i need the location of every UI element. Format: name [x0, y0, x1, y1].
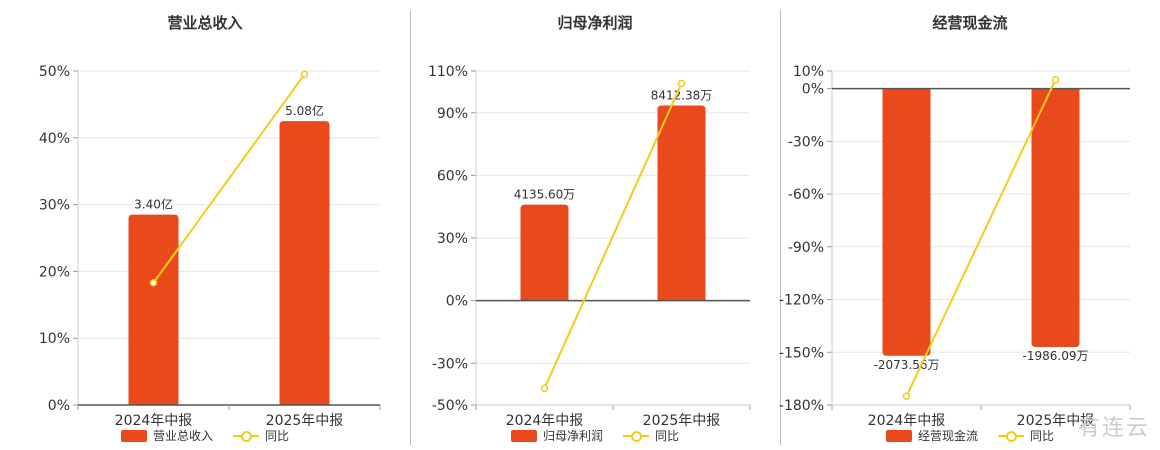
bar [882, 88, 931, 356]
yoy-line [152, 73, 306, 284]
bar-value-label: -2073.56万 [874, 358, 940, 372]
y-tick-label: 60% [437, 168, 468, 184]
legend-bar-label: 营业总收入 [152, 429, 213, 443]
yoy-point [540, 384, 549, 393]
yoy-point [300, 70, 309, 79]
panel-cashflow: 经营现金流 10% 0% -30% -60% -90% -120% -150% -180% -2… [779, 0, 1160, 450]
y-tick-label: 10% [793, 64, 824, 80]
legend-bar-label: 归母净利润 [542, 429, 603, 443]
y-tick-label: 10% [39, 331, 70, 347]
x-tick-label: 2025年中报 [266, 413, 344, 429]
x-tick-label: 2024年中报 [868, 413, 946, 429]
panel-divider [780, 10, 781, 445]
chart-title: 经营现金流 [932, 14, 1008, 32]
legend-line-swatch [998, 430, 1024, 442]
legend: 归母净利润 同比 [410, 427, 780, 444]
bar [520, 204, 569, 301]
y-tick-label: 40% [39, 131, 70, 147]
y-tick-label: -50% [432, 398, 468, 414]
y-tick-label: 90% [437, 106, 468, 122]
chart-title: 归母净利润 [557, 14, 633, 32]
bar-value-label: 8412.38万 [651, 88, 713, 102]
chart-title: 营业总收入 [167, 14, 243, 32]
x-tick-label: 2025年中报 [643, 413, 721, 429]
bar-value-label: 5.08亿 [285, 103, 324, 118]
bar [128, 214, 179, 405]
y-tick-label: -90% [788, 240, 824, 256]
x-tick-label: 2025年中报 [1017, 413, 1095, 429]
y-tick-label: -120% [779, 293, 824, 309]
y-tick-label: -150% [779, 345, 824, 361]
legend-line-label: 同比 [265, 429, 290, 443]
yoy-point [1051, 76, 1060, 84]
y-tick-label: -30% [788, 134, 824, 150]
y-tick-label: 0% [802, 82, 824, 98]
y-tick-label: 0% [48, 398, 70, 414]
yoy-point [677, 79, 686, 88]
legend-bar-swatch [885, 429, 912, 442]
x-tick-label: 2024年中报 [115, 413, 193, 429]
chart-svg-revenue: 50% 40% 30% 20% 10% 0% 3.40亿 5.08亿 2024年中报 2025年中… [39, 64, 381, 429]
bar [1031, 88, 1080, 347]
y-tick-label: 110% [428, 64, 468, 80]
yoy-line [543, 83, 683, 389]
chart-svg-net-profit: 110% 90% 60% 30% 0% -30% -50% 4135.60万 8412.38万 2… [428, 64, 751, 429]
y-tick-label: 0% [446, 294, 468, 310]
y-tick-label: -30% [432, 356, 468, 372]
bar [279, 121, 330, 405]
yoy-line [905, 79, 1057, 397]
bar [657, 105, 706, 301]
legend-line-label: 同比 [1030, 429, 1055, 443]
panel-net-profit: 归母净利润 110% 90% 60% 30% 0% -30% -50% 4135.60万 841… [410, 0, 780, 450]
y-tick-label: 30% [437, 231, 468, 247]
x-tick-label: 2024年中报 [506, 413, 584, 429]
legend-bar-swatch [120, 429, 147, 442]
legend-line-swatch [623, 430, 649, 442]
legend-bar-swatch [510, 429, 537, 442]
legend-line-swatch [233, 430, 259, 442]
y-tick-label: -180% [779, 398, 824, 414]
yoy-point [902, 392, 911, 400]
y-tick-label: 20% [39, 264, 70, 280]
yoy-point [149, 279, 158, 287]
y-tick-label: 30% [39, 198, 70, 214]
panel-divider [410, 10, 411, 445]
legend: 营业总收入 同比 [0, 427, 410, 444]
y-tick-label: -60% [788, 187, 824, 203]
bar-value-label: 3.40亿 [134, 197, 173, 212]
bar-value-label: -1986.09万 [1023, 349, 1089, 363]
chart-svg-cashflow: 10% 0% -30% -60% -90% -120% -150% -180% -2073.56… [779, 64, 1131, 429]
panel-revenue: 营业总收入 50% 40% 30% 20% 10% 0% 3.40亿 5.08亿 2024年中报… [0, 0, 410, 450]
legend-bar-label: 经营现金流 [917, 429, 978, 443]
bar-value-label: 4135.60万 [514, 188, 576, 202]
y-tick-label: 50% [39, 64, 70, 80]
watermark: 有连云 [1077, 416, 1150, 441]
legend: 经营现金流 同比 [780, 427, 1160, 444]
legend-line-label: 同比 [655, 429, 680, 443]
